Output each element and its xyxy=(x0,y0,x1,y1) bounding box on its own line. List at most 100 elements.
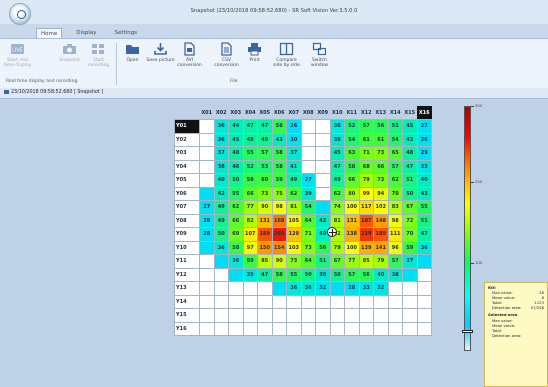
grid-cell[interactable]: 58 xyxy=(228,240,244,255)
row-header[interactable]: Y15 xyxy=(174,308,200,323)
row-header[interactable]: Y07 xyxy=(174,200,200,215)
grid-cell[interactable] xyxy=(213,308,229,323)
tab-settings[interactable]: Settings xyxy=(114,30,138,36)
grid-cell[interactable]: 73 xyxy=(286,254,302,269)
grid-cell[interactable]: 55 xyxy=(416,200,432,215)
grid-cell[interactable]: 98 xyxy=(387,213,403,228)
grid-cell[interactable]: 73 xyxy=(373,146,389,161)
grid-cell[interactable]: 47 xyxy=(329,159,345,174)
grid-cell[interactable]: 53 xyxy=(257,159,273,174)
grid-cell[interactable]: 73 xyxy=(373,173,389,188)
grid-cell[interactable]: 36 xyxy=(213,119,229,134)
snapshot-button[interactable]: Snapshot xyxy=(55,42,84,63)
grid-cell[interactable]: 27 xyxy=(300,173,316,188)
column-header[interactable]: X14 xyxy=(389,109,401,116)
grid-cell[interactable]: 58 xyxy=(271,267,287,282)
grid-cell[interactable]: 59 xyxy=(402,240,418,255)
grid-cell[interactable]: 26 xyxy=(286,119,302,134)
grid-cell[interactable] xyxy=(242,294,258,309)
grid-cell[interactable]: 47 xyxy=(242,119,258,134)
grid-cell[interactable] xyxy=(329,321,345,336)
grid-cell[interactable] xyxy=(199,173,215,188)
grid-cell[interactable]: 41 xyxy=(286,159,302,174)
grid-cell[interactable] xyxy=(416,254,432,269)
grid-cell[interactable]: 58 xyxy=(271,119,287,134)
grid-cell[interactable]: 45 xyxy=(228,132,244,147)
grid-cell[interactable]: 56 xyxy=(373,119,389,134)
column-header[interactable]: X04 xyxy=(244,109,256,116)
grid-cell[interactable] xyxy=(315,173,331,188)
grid-cell[interactable]: 79 xyxy=(329,240,345,255)
grid-cell[interactable]: 36 xyxy=(329,119,345,134)
grid-cell[interactable] xyxy=(300,119,316,134)
column-header[interactable]: X09 xyxy=(317,109,329,116)
grid-cell[interactable]: 62 xyxy=(228,200,244,215)
grid-cell[interactable]: 58 xyxy=(344,159,360,174)
grid-cell[interactable]: 67 xyxy=(329,254,345,269)
grid-cell[interactable]: 36 xyxy=(416,240,432,255)
grid-cell[interactable] xyxy=(242,321,258,336)
grid-cell[interactable]: 54 xyxy=(387,132,403,147)
grid-cell[interactable]: 32 xyxy=(315,281,331,296)
grid-cell[interactable] xyxy=(402,308,418,323)
grid-cell[interactable]: 83 xyxy=(387,200,403,215)
grid-cell[interactable]: 71 xyxy=(358,146,374,161)
row-header[interactable]: Y02 xyxy=(174,132,200,147)
grid-cell[interactable]: 189 xyxy=(373,227,389,242)
threshold-slider[interactable] xyxy=(462,330,473,333)
grid-cell[interactable] xyxy=(286,308,302,323)
grid-cell[interactable]: 97 xyxy=(242,240,258,255)
grid-cell[interactable]: 66 xyxy=(373,159,389,174)
grid-cell[interactable]: 90 xyxy=(257,200,273,215)
grid-cell[interactable] xyxy=(300,294,316,309)
grid-cell[interactable] xyxy=(315,159,331,174)
grid-cell[interactable]: 63 xyxy=(344,146,360,161)
grid-cell[interactable]: 60 xyxy=(257,173,273,188)
grid-cell[interactable]: 103 xyxy=(286,240,302,255)
grid-cell[interactable]: 65 xyxy=(387,146,403,161)
grid-cell[interactable]: 59 xyxy=(271,173,287,188)
grid-cell[interactable]: 33 xyxy=(416,159,432,174)
grid-cell[interactable]: 42 xyxy=(315,213,331,228)
grid-cell[interactable] xyxy=(199,186,215,201)
tab-home[interactable]: Home xyxy=(36,28,63,38)
grid-cell[interactable]: 66 xyxy=(344,173,360,188)
grid-cell[interactable] xyxy=(358,308,374,323)
grid-cell[interactable]: 150 xyxy=(257,240,273,255)
grid-cell[interactable]: 229 xyxy=(358,227,374,242)
column-header[interactable]: X08 xyxy=(302,109,314,116)
grid-cell[interactable]: 50 xyxy=(300,267,316,282)
compare-side-by-side-button[interactable]: Compare side by side xyxy=(272,42,301,68)
grid-cell[interactable] xyxy=(213,321,229,336)
row-header[interactable]: Y01 xyxy=(174,119,200,134)
grid-cell[interactable]: 77 xyxy=(344,254,360,269)
grid-cell[interactable]: 49 xyxy=(213,213,229,228)
column-header[interactable]: X05 xyxy=(259,109,271,116)
grid-cell[interactable]: 50 xyxy=(402,186,418,201)
grid-cell[interactable]: 81 xyxy=(286,200,302,215)
grid-cell[interactable]: 48 xyxy=(402,146,418,161)
grid-cell[interactable]: 117 xyxy=(358,200,374,215)
grid-cell[interactable]: 27 xyxy=(199,200,215,215)
grid-cell[interactable]: 82 xyxy=(242,213,258,228)
grid-cell[interactable] xyxy=(329,294,345,309)
grid-cell[interactable]: 148 xyxy=(373,213,389,228)
column-header[interactable]: X13 xyxy=(375,109,387,116)
grid-cell[interactable]: 187 xyxy=(358,213,374,228)
grid-cell[interactable]: 99 xyxy=(358,186,374,201)
grid-cell[interactable] xyxy=(315,200,331,215)
grid-cell[interactable] xyxy=(300,132,316,147)
app-menu-icon[interactable] xyxy=(9,3,31,25)
grid-cell[interactable]: 96 xyxy=(387,240,403,255)
grid-cell[interactable] xyxy=(228,294,244,309)
grid-cell[interactable]: 73 xyxy=(257,186,273,201)
grid-cell[interactable]: 66 xyxy=(228,213,244,228)
grid-cell[interactable]: 51 xyxy=(402,173,418,188)
grid-cell[interactable]: 129 xyxy=(286,227,302,242)
row-header[interactable]: Y16 xyxy=(174,321,200,336)
grid-cell[interactable] xyxy=(373,308,389,323)
grid-cell[interactable] xyxy=(300,308,316,323)
grid-cell[interactable] xyxy=(315,146,331,161)
column-header[interactable]: X03 xyxy=(230,109,242,116)
row-header[interactable]: Y09 xyxy=(174,227,200,242)
